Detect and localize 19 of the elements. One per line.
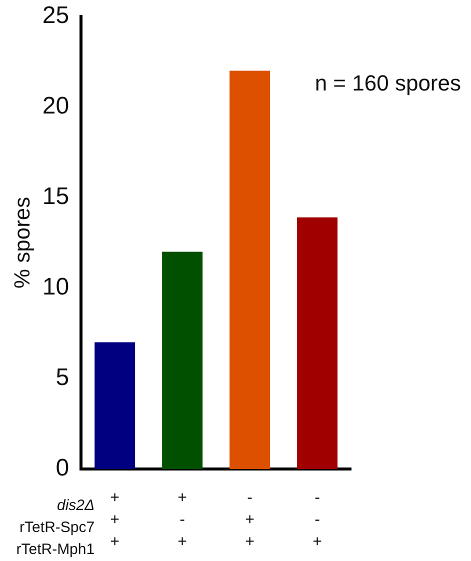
x-tick-label: - + + xyxy=(245,489,254,550)
bar xyxy=(94,342,136,469)
bar xyxy=(162,252,203,469)
x-tick-label: + - + xyxy=(178,489,187,550)
x-tick-label: + + + xyxy=(110,489,120,550)
y-tick-label: 0 xyxy=(56,454,70,482)
bar xyxy=(230,70,270,469)
y-tick-label: 10 xyxy=(42,274,70,301)
bar xyxy=(297,217,338,469)
y-tick-label: 20 xyxy=(42,92,70,120)
y-tick-label: 5 xyxy=(56,364,70,392)
y-tick-label: 15 xyxy=(42,183,70,210)
x-tick-label: - - + xyxy=(312,489,322,550)
text: dis2Δ xyxy=(56,497,95,514)
annotation: n = 160 spores xyxy=(314,70,461,96)
text: rTetR-Mph1 xyxy=(16,541,95,558)
y-tick-label: 25 xyxy=(42,2,70,30)
y-axis-title: % spores xyxy=(9,196,34,289)
text: rTetR-Spc7 xyxy=(20,519,95,536)
